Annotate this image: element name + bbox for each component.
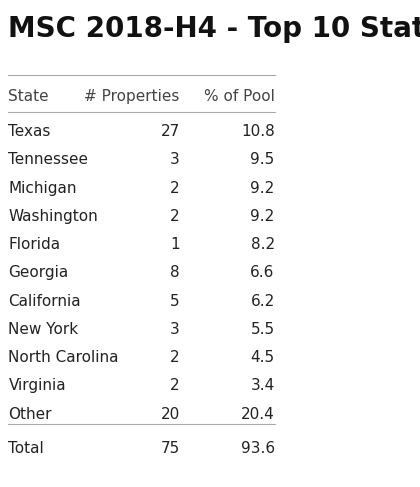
Text: 5.5: 5.5 xyxy=(251,322,275,337)
Text: Tennessee: Tennessee xyxy=(8,152,89,168)
Text: Washington: Washington xyxy=(8,209,98,224)
Text: 10.8: 10.8 xyxy=(241,124,275,139)
Text: New York: New York xyxy=(8,322,79,337)
Text: North Carolina: North Carolina xyxy=(8,350,119,365)
Text: 8: 8 xyxy=(170,265,180,281)
Text: 9.2: 9.2 xyxy=(250,181,275,196)
Text: 8.2: 8.2 xyxy=(251,237,275,252)
Text: California: California xyxy=(8,294,81,309)
Text: 9.2: 9.2 xyxy=(250,209,275,224)
Text: 27: 27 xyxy=(160,124,180,139)
Text: Georgia: Georgia xyxy=(8,265,69,281)
Text: MSC 2018-H4 - Top 10 States: MSC 2018-H4 - Top 10 States xyxy=(8,15,420,42)
Text: 3.4: 3.4 xyxy=(250,378,275,393)
Text: % of Pool: % of Pool xyxy=(204,89,275,104)
Text: 3: 3 xyxy=(170,322,180,337)
Text: 20.4: 20.4 xyxy=(241,407,275,422)
Text: 20: 20 xyxy=(160,407,180,422)
Text: 2: 2 xyxy=(170,378,180,393)
Text: 5: 5 xyxy=(170,294,180,309)
Text: Virginia: Virginia xyxy=(8,378,66,393)
Text: Florida: Florida xyxy=(8,237,60,252)
Text: 1: 1 xyxy=(170,237,180,252)
Text: 2: 2 xyxy=(170,350,180,365)
Text: State: State xyxy=(8,89,49,104)
Text: 9.5: 9.5 xyxy=(250,152,275,168)
Text: 6.2: 6.2 xyxy=(250,294,275,309)
Text: # Properties: # Properties xyxy=(84,89,180,104)
Text: 4.5: 4.5 xyxy=(251,350,275,365)
Text: 75: 75 xyxy=(160,441,180,456)
Text: 2: 2 xyxy=(170,181,180,196)
Text: Texas: Texas xyxy=(8,124,51,139)
Text: Total: Total xyxy=(8,441,44,456)
Text: 3: 3 xyxy=(170,152,180,168)
Text: 6.6: 6.6 xyxy=(250,265,275,281)
Text: Michigan: Michigan xyxy=(8,181,77,196)
Text: Other: Other xyxy=(8,407,52,422)
Text: 93.6: 93.6 xyxy=(241,441,275,456)
Text: 2: 2 xyxy=(170,209,180,224)
